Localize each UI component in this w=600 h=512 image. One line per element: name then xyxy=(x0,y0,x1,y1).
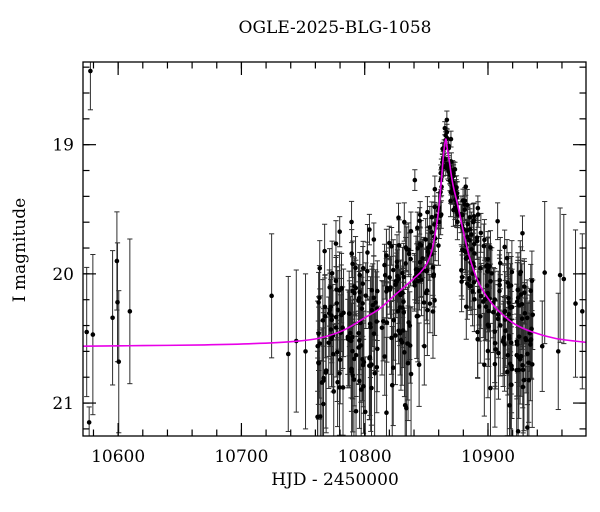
model-curve xyxy=(83,138,586,347)
y-tick-label: 20 xyxy=(52,265,74,285)
plot-frame xyxy=(82,61,587,437)
y-tick-label: 21 xyxy=(52,394,74,414)
x-tick-label: 10600 xyxy=(91,447,145,467)
data-layer xyxy=(84,62,585,436)
y-tick-label: 19 xyxy=(52,136,74,156)
x-tick-label: 10700 xyxy=(214,447,268,467)
x-tick-label: 10800 xyxy=(338,447,392,467)
tick-labels: 10600 10700 10800 10900 19 20 21 xyxy=(52,136,515,467)
chart-title: OGLE-2025-BLG-1058 xyxy=(238,18,432,38)
axis-ticks xyxy=(83,62,586,436)
x-tick-label: 10900 xyxy=(461,447,515,467)
x-axis-label: HJD - 2450000 xyxy=(271,470,399,490)
